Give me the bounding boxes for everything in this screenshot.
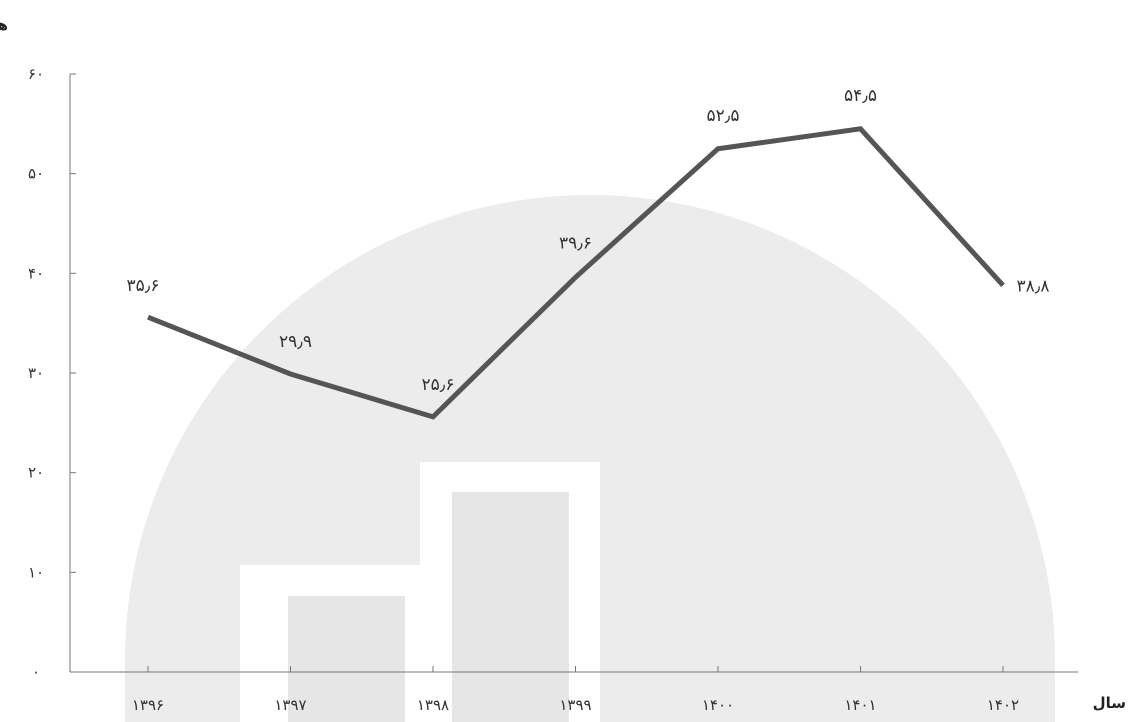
y-tick-label: ۰ — [32, 663, 40, 681]
watermark-logo — [125, 195, 1055, 722]
data-label: ۳۸٫۸ — [1017, 276, 1050, 296]
x-tick-label: ۱۴۰۰ — [702, 696, 734, 714]
y-tick-label: ۲۰ — [28, 464, 44, 482]
x-tick-label: ۱۴۰۲ — [987, 696, 1019, 714]
y-axis-title: هزار تن — [0, 16, 8, 34]
y-tick-label: ۳۰ — [28, 364, 44, 382]
x-tick-label: ۱۳۹۹ — [559, 696, 591, 714]
x-axis-ticks: ۱۳۹۶ ۱۳۹۷ ۱۳۹۸ ۱۳۹۹ ۱۴۰۰ ۱۴۰۱ ۱۴۰۲ — [132, 666, 1019, 714]
x-tick-label: ۱۴۰۱ — [844, 696, 876, 714]
x-axis-title: سال — [1093, 694, 1126, 712]
y-tick-label: ۶۰ — [28, 65, 44, 83]
data-label: ۳۵٫۶ — [127, 276, 160, 296]
data-label: ۲۹٫۹ — [279, 332, 312, 352]
x-tick-label: ۱۳۹۸ — [417, 696, 449, 714]
y-axis-ticks: ۰ ۱۰ ۲۰ ۳۰ ۴۰ ۵۰ ۶۰ — [28, 65, 76, 681]
y-tick-label: ۱۰ — [28, 563, 44, 581]
data-labels: ۳۵٫۶ ۲۹٫۹ ۲۵٫۶ ۳۹٫۶ ۵۲٫۵ ۵۴٫۵ ۳۸٫۸ — [127, 86, 1050, 395]
y-tick-label: ۴۰ — [28, 264, 44, 282]
series-line — [147, 126, 1005, 420]
data-label: ۳۹٫۶ — [559, 233, 592, 253]
x-tick-label: ۱۳۹۷ — [274, 696, 306, 714]
y-tick-label: ۵۰ — [28, 165, 44, 183]
data-label: ۵۴٫۵ — [844, 86, 877, 106]
data-label: ۲۵٫۶ — [422, 375, 455, 395]
x-tick-label: ۱۳۹۶ — [132, 696, 164, 714]
data-label: ۵۲٫۵ — [707, 106, 740, 126]
